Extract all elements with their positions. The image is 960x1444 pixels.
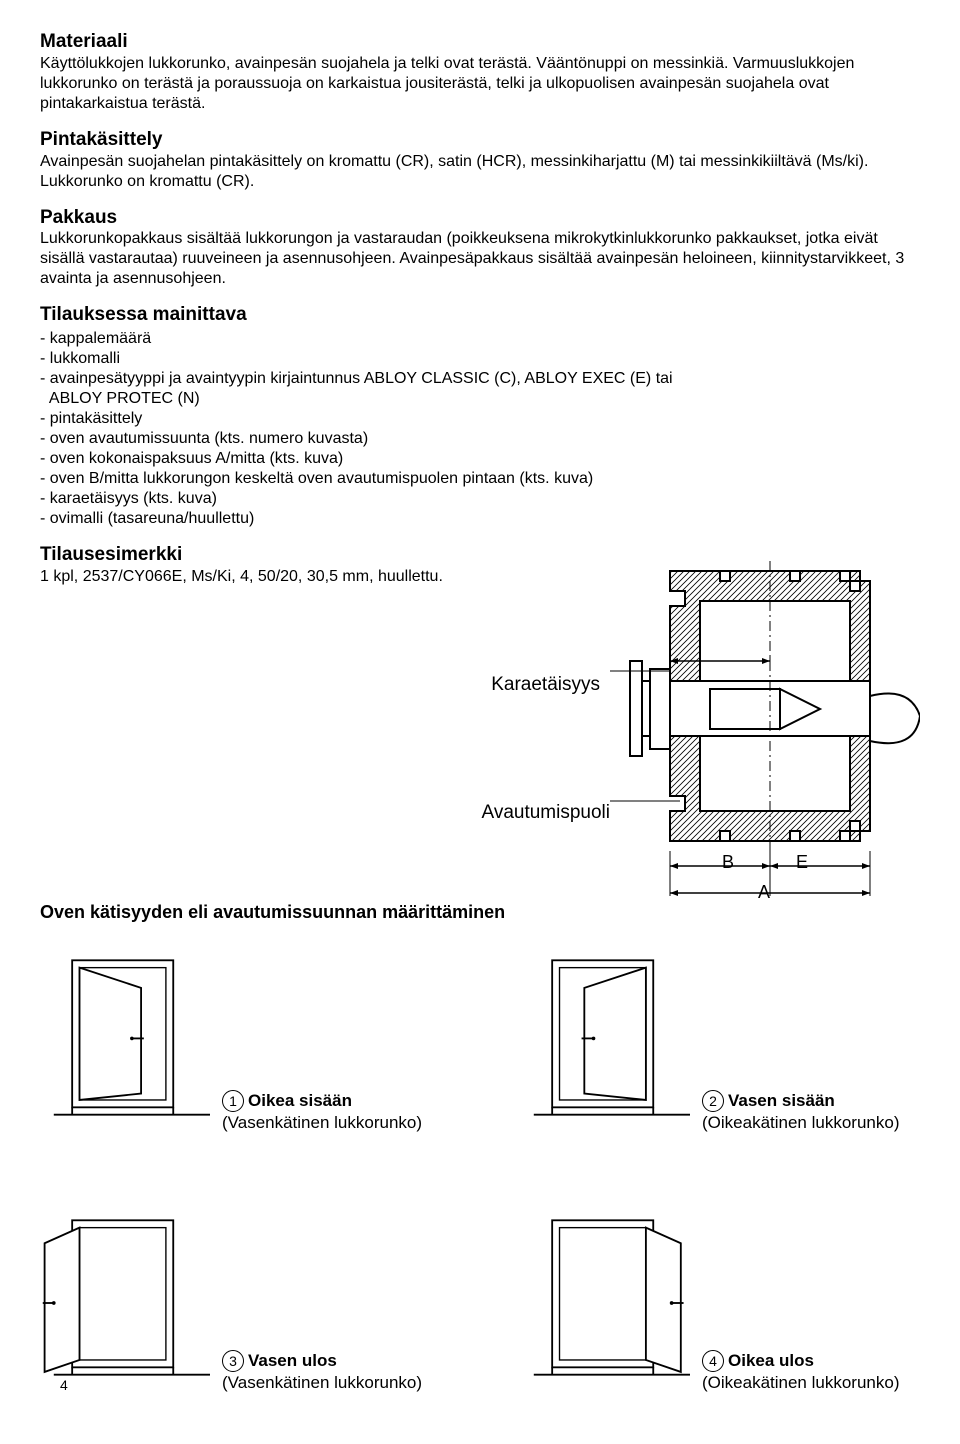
door-icon [520, 1203, 690, 1403]
door-item: 3Vasen ulos (Vasenkätinen lukkorunko) [40, 1203, 440, 1403]
door-icon [520, 943, 690, 1143]
heading-pintakasittely: Pintakäsittely [40, 128, 920, 152]
dim-e: E [796, 851, 808, 874]
section-pakkaus: Pakkaus Lukkorunkopakkaus sisältää lukko… [40, 206, 920, 290]
door-icon [40, 943, 210, 1143]
door-title: Vasen ulos [248, 1351, 337, 1370]
door-title: Oikea ulos [728, 1351, 814, 1370]
doors-grid: 1Oikea sisään (Vasenkätinen lukkorunko) … [40, 943, 920, 1403]
door-label: 4Oikea ulos (Oikeakätinen lukkorunko) [702, 1350, 899, 1403]
heading-pakkaus: Pakkaus [40, 206, 920, 230]
cross-section-svg [610, 561, 920, 911]
door-number-badge: 3 [222, 1350, 244, 1372]
door-title: Oikea sisään [248, 1091, 352, 1110]
door-number-badge: 4 [702, 1350, 724, 1372]
door-icon [40, 1203, 210, 1403]
list-tilauksessa: - kappalemäärä- lukkomalli- avainpesätyy… [40, 329, 920, 529]
section-pintakasittely: Pintakäsittely Avainpesän suojahelan pin… [40, 128, 920, 192]
label-avautumispuoli: Avautumispuoli [481, 801, 610, 825]
door-item: 4Oikea ulos (Oikeakätinen lukkorunko) [520, 1203, 920, 1403]
list-item: - avainpesätyyppi ja avaintyypin kirjain… [40, 369, 920, 389]
door-item: 1Oikea sisään (Vasenkätinen lukkorunko) [40, 943, 440, 1143]
door-title: Vasen sisään [728, 1091, 835, 1110]
list-item: - oven kokonaispaksuus A/mitta (kts. kuv… [40, 449, 920, 469]
heading-tilauksessa: Tilauksessa mainittava [40, 303, 920, 327]
list-item: ABLOY PROTEC (N) [40, 389, 920, 409]
list-item: - lukkomalli [40, 349, 920, 369]
body-pintakasittely: Avainpesän suojahelan pintakäsittely on … [40, 152, 920, 192]
door-number-badge: 1 [222, 1090, 244, 1112]
page-number: 4 [60, 1377, 68, 1395]
dim-a: A [758, 881, 770, 904]
list-item: - karaetäisyys (kts. kuva) [40, 489, 920, 509]
list-item: - pintakäsittely [40, 409, 920, 429]
door-subtitle: (Oikeakätinen lukkorunko) [702, 1373, 899, 1392]
list-item: - ovimalli (tasareuna/huullettu) [40, 509, 920, 529]
body-pakkaus: Lukkorunkopakkaus sisältää lukkorungon j… [40, 229, 920, 289]
heading-materiaali: Materiaali [40, 30, 920, 54]
door-label: 3Vasen ulos (Vasenkätinen lukkorunko) [222, 1350, 422, 1403]
dim-b: B [722, 851, 734, 874]
section-tilauksessa: Tilauksessa mainittava - kappalemäärä- l… [40, 303, 920, 529]
section-materiaali: Materiaali Käyttölukkojen lukkorunko, av… [40, 30, 920, 114]
door-subtitle: (Vasenkätinen lukkorunko) [222, 1373, 422, 1392]
list-item: - oven avautumissuunta (kts. numero kuva… [40, 429, 920, 449]
list-item: - kappalemäärä [40, 329, 920, 349]
list-item: - oven B/mitta lukkorungon keskeltä oven… [40, 469, 920, 489]
door-subtitle: (Vasenkätinen lukkorunko) [222, 1113, 422, 1132]
door-label: 1Oikea sisään (Vasenkätinen lukkorunko) [222, 1090, 422, 1143]
door-number-badge: 2 [702, 1090, 724, 1112]
cross-section-diagram: Karaetäisyys Avautumispuoli [40, 561, 920, 841]
door-label: 2Vasen sisään (Oikeakätinen lukkorunko) [702, 1090, 899, 1143]
body-materiaali: Käyttölukkojen lukkorunko, avainpesän su… [40, 54, 920, 114]
label-karaetaisyys: Karaetäisyys [491, 673, 600, 697]
door-subtitle: (Oikeakätinen lukkorunko) [702, 1113, 899, 1132]
door-item: 2Vasen sisään (Oikeakätinen lukkorunko) [520, 943, 920, 1143]
